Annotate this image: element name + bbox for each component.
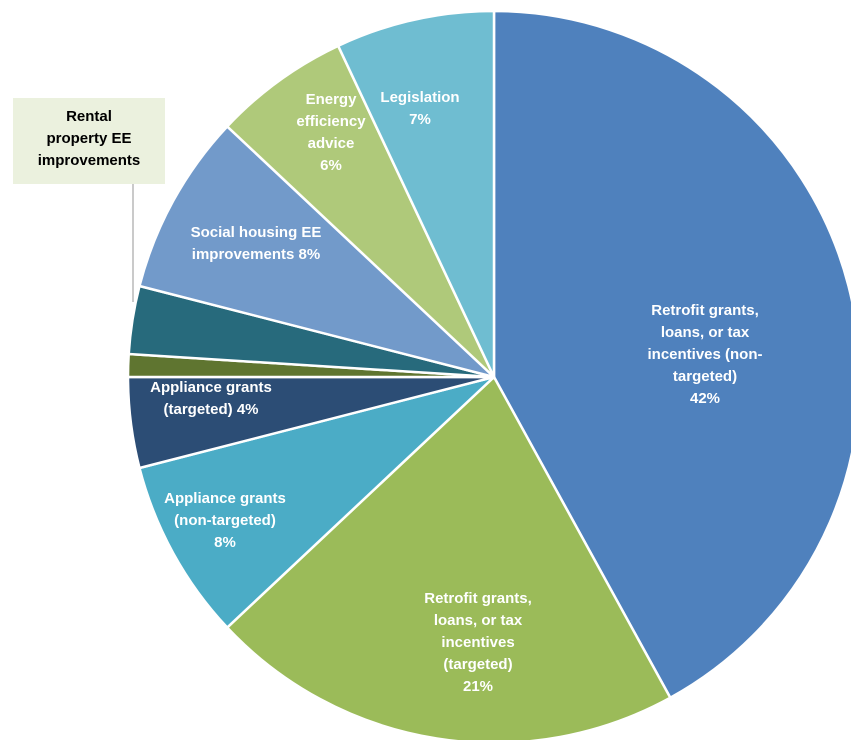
slice-label-7-line-3: 6% <box>320 157 342 174</box>
callout-label-line-0: Rental <box>66 108 112 125</box>
slice-label-8-line-1: 7% <box>409 111 431 128</box>
slice-label-8-line-0: Legislation <box>380 89 459 106</box>
slice-label-0-line-1: loans, or tax <box>661 324 750 341</box>
slice-label-0-line-0: Retrofit grants, <box>651 302 759 319</box>
slice-label-6-line-1: improvements 8% <box>192 246 320 263</box>
slice-label-0-line-4: 42% <box>690 390 720 407</box>
slice-label-7: Energy efficiency advice 6% <box>296 91 366 174</box>
slice-label-6-line-0: Social housing EE <box>191 224 322 241</box>
slice-label-1-line-2: incentives <box>441 634 514 651</box>
slice-label-3-line-1: (targeted) 4% <box>163 401 258 418</box>
slice-label-8: Legislation 7% <box>380 89 459 128</box>
callout-label-line-2: improvements <box>38 152 141 169</box>
slice-label-2-line-0: Appliance grants <box>164 490 286 507</box>
pie-slice-2 <box>138 375 496 629</box>
pie-slice-8 <box>336 9 496 379</box>
slice-label-7-line-2: advice <box>308 135 355 152</box>
slice-label-3-line-0: Appliance grants <box>150 379 272 396</box>
slice-label-0-line-2: incentives (non- <box>647 346 762 363</box>
callout-label: Rental property EE improvements <box>38 108 141 169</box>
slice-label-1-line-1: loans, or tax <box>434 612 523 629</box>
slice-label-2-line-2: 8% <box>214 534 236 551</box>
slice-label-0: Retrofit grants, loans, or tax incentives … <box>647 302 762 407</box>
slice-label-7-line-0: Energy <box>306 91 358 108</box>
slice-label-3: Appliance grants (targeted) 4% <box>150 379 272 418</box>
callout-box <box>13 98 165 184</box>
slice-label-6: Social housing EE improvements 8% <box>191 224 322 263</box>
slice-label-0-line-3: targeted) <box>673 368 737 385</box>
slice-label-2-line-1: (non-targeted) <box>174 512 276 529</box>
pie-slice-0 <box>492 9 851 699</box>
pie-slice-1 <box>225 375 672 740</box>
slice-label-1-line-4: 21% <box>463 678 493 695</box>
slice-label-1: Retrofit grants, loans, or tax incentives (… <box>424 590 532 695</box>
slice-label-1-line-3: (targeted) <box>443 656 512 673</box>
pie-slice-6 <box>138 125 496 379</box>
pie-slice-7 <box>225 44 496 379</box>
slice-label-1-line-0: Retrofit grants, <box>424 590 532 607</box>
slice-label-2: Appliance grants (non-targeted) 8% <box>164 490 286 551</box>
slice-label-7-line-1: efficiency <box>296 113 366 130</box>
callout-label-line-1: property EE <box>46 130 131 147</box>
